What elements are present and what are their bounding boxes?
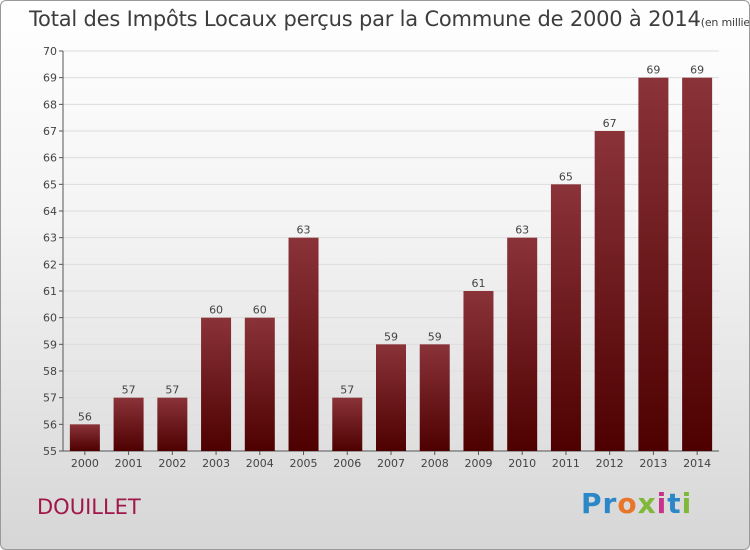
x-tick-label: 2002	[158, 457, 186, 470]
bar	[332, 397, 363, 451]
data-label: 59	[428, 330, 442, 343]
data-label: 61	[471, 277, 485, 290]
bar	[419, 344, 450, 451]
y-tick-label: 66	[43, 152, 57, 165]
x-tick-label: 2004	[246, 457, 274, 470]
data-label: 63	[515, 224, 529, 237]
data-label: 69	[646, 64, 660, 77]
data-label: 63	[297, 224, 311, 237]
data-label: 65	[559, 170, 573, 183]
x-tick-label: 2011	[552, 457, 580, 470]
data-label: 60	[209, 304, 223, 317]
y-tick-label: 70	[43, 45, 57, 58]
title-text: Total des Impôts Locaux perçus par la Co…	[29, 7, 701, 31]
bar	[376, 344, 406, 451]
bar	[682, 77, 713, 452]
x-tick-label: 2000	[71, 457, 99, 470]
bar	[244, 317, 275, 451]
y-tick-label: 55	[43, 445, 57, 458]
x-tick-label: 2008	[421, 457, 449, 470]
data-label: 57	[165, 384, 179, 397]
y-tick-label: 64	[43, 205, 57, 218]
title-unit: (en milliers d'€)	[700, 16, 750, 29]
y-tick-label: 62	[43, 258, 57, 271]
x-tick-label: 2006	[333, 457, 361, 470]
chart-title: Total des Impôts Locaux perçus par la Co…	[29, 7, 750, 31]
x-tick-label: 2014	[683, 457, 711, 470]
x-tick-label: 2009	[464, 457, 492, 470]
y-tick-label: 58	[43, 365, 57, 378]
y-tick-label: 67	[43, 125, 57, 138]
y-tick-label: 61	[43, 285, 57, 298]
data-label: 56	[78, 410, 92, 423]
bar	[157, 397, 188, 451]
x-tick-label: 2003	[202, 457, 230, 470]
y-tick-label: 68	[43, 98, 57, 111]
bar	[113, 397, 144, 451]
bar	[463, 291, 494, 451]
y-tick-label: 56	[43, 418, 57, 431]
x-tick-label: 2010	[508, 457, 536, 470]
x-tick-label: 2007	[377, 457, 405, 470]
bar	[638, 77, 669, 452]
data-labels: 56 57 57 60 60 63 57 59 59 61 63 65 67 69 69	[78, 64, 704, 424]
bars	[69, 77, 713, 452]
data-label: 67	[603, 117, 617, 130]
data-label: 57	[122, 384, 136, 397]
x-tick-label: 2001	[115, 457, 143, 470]
x-tick-label: 2005	[290, 457, 318, 470]
bar	[69, 424, 100, 451]
bar	[507, 237, 538, 451]
x-tick-label: 2012	[596, 457, 624, 470]
data-label: 69	[690, 64, 704, 77]
bar	[288, 237, 319, 451]
data-label: 60	[253, 304, 267, 317]
y-tick-label: 63	[43, 232, 57, 245]
y-tick-label: 69	[43, 72, 57, 85]
proxiti-logo: Proxiti	[581, 487, 693, 520]
data-label: 59	[384, 330, 398, 343]
commune-name: DOUILLET	[37, 495, 141, 519]
data-label: 57	[340, 384, 354, 397]
bar	[594, 131, 625, 451]
y-tick-label: 65	[43, 178, 57, 191]
y-tick-label: 57	[43, 392, 57, 405]
x-tick-label: 2013	[639, 457, 667, 470]
y-tick-label: 59	[43, 338, 57, 351]
y-tick-label: 60	[43, 312, 57, 325]
bar	[550, 184, 581, 452]
bar	[201, 317, 232, 451]
